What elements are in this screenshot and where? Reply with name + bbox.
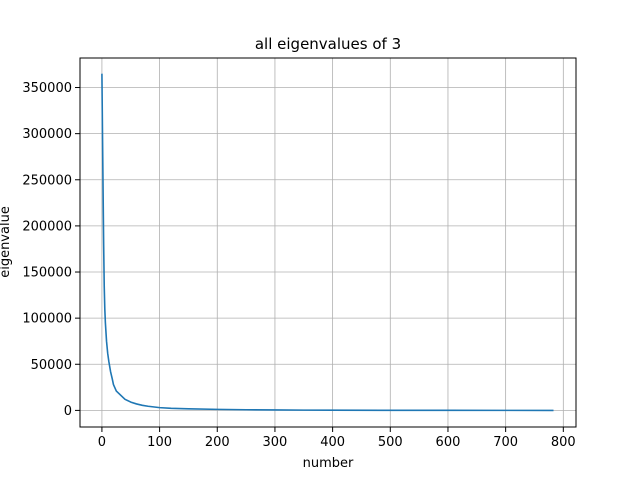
y-tick-label: 250000 bbox=[22, 173, 72, 188]
y-tick-label: 150000 bbox=[22, 266, 72, 281]
x-tick-label: 600 bbox=[436, 435, 461, 450]
ticks: 0 100 200 300 400 500 600 700 800 0 50000 100000 150… bbox=[22, 81, 575, 450]
y-axis-title: eigenvalue bbox=[0, 206, 13, 278]
grid bbox=[80, 58, 576, 427]
x-tick-label: 200 bbox=[205, 435, 230, 450]
y-tick-label: 300000 bbox=[22, 127, 72, 142]
x-tick-label: 400 bbox=[320, 435, 345, 450]
x-tick-label: 500 bbox=[378, 435, 403, 450]
x-axis-title: number bbox=[303, 456, 354, 471]
series-layer bbox=[101, 73, 554, 412]
chart-title: all eigenvalues of 3 bbox=[255, 35, 401, 53]
x-tick-label: 100 bbox=[147, 435, 172, 450]
y-tick-label: 350000 bbox=[22, 81, 72, 96]
series-line bbox=[101, 73, 554, 412]
y-tick-label: 0 bbox=[64, 404, 72, 419]
x-tick-label: 700 bbox=[493, 435, 518, 450]
x-tick-label: 0 bbox=[98, 435, 106, 450]
y-tick-label: 50000 bbox=[31, 358, 72, 373]
x-tick-label: 800 bbox=[551, 435, 576, 450]
plot-frame bbox=[79, 57, 577, 428]
y-tick-label: 200000 bbox=[22, 219, 72, 234]
x-tick-label: 300 bbox=[263, 435, 288, 450]
y-tick-label: 100000 bbox=[22, 312, 72, 327]
